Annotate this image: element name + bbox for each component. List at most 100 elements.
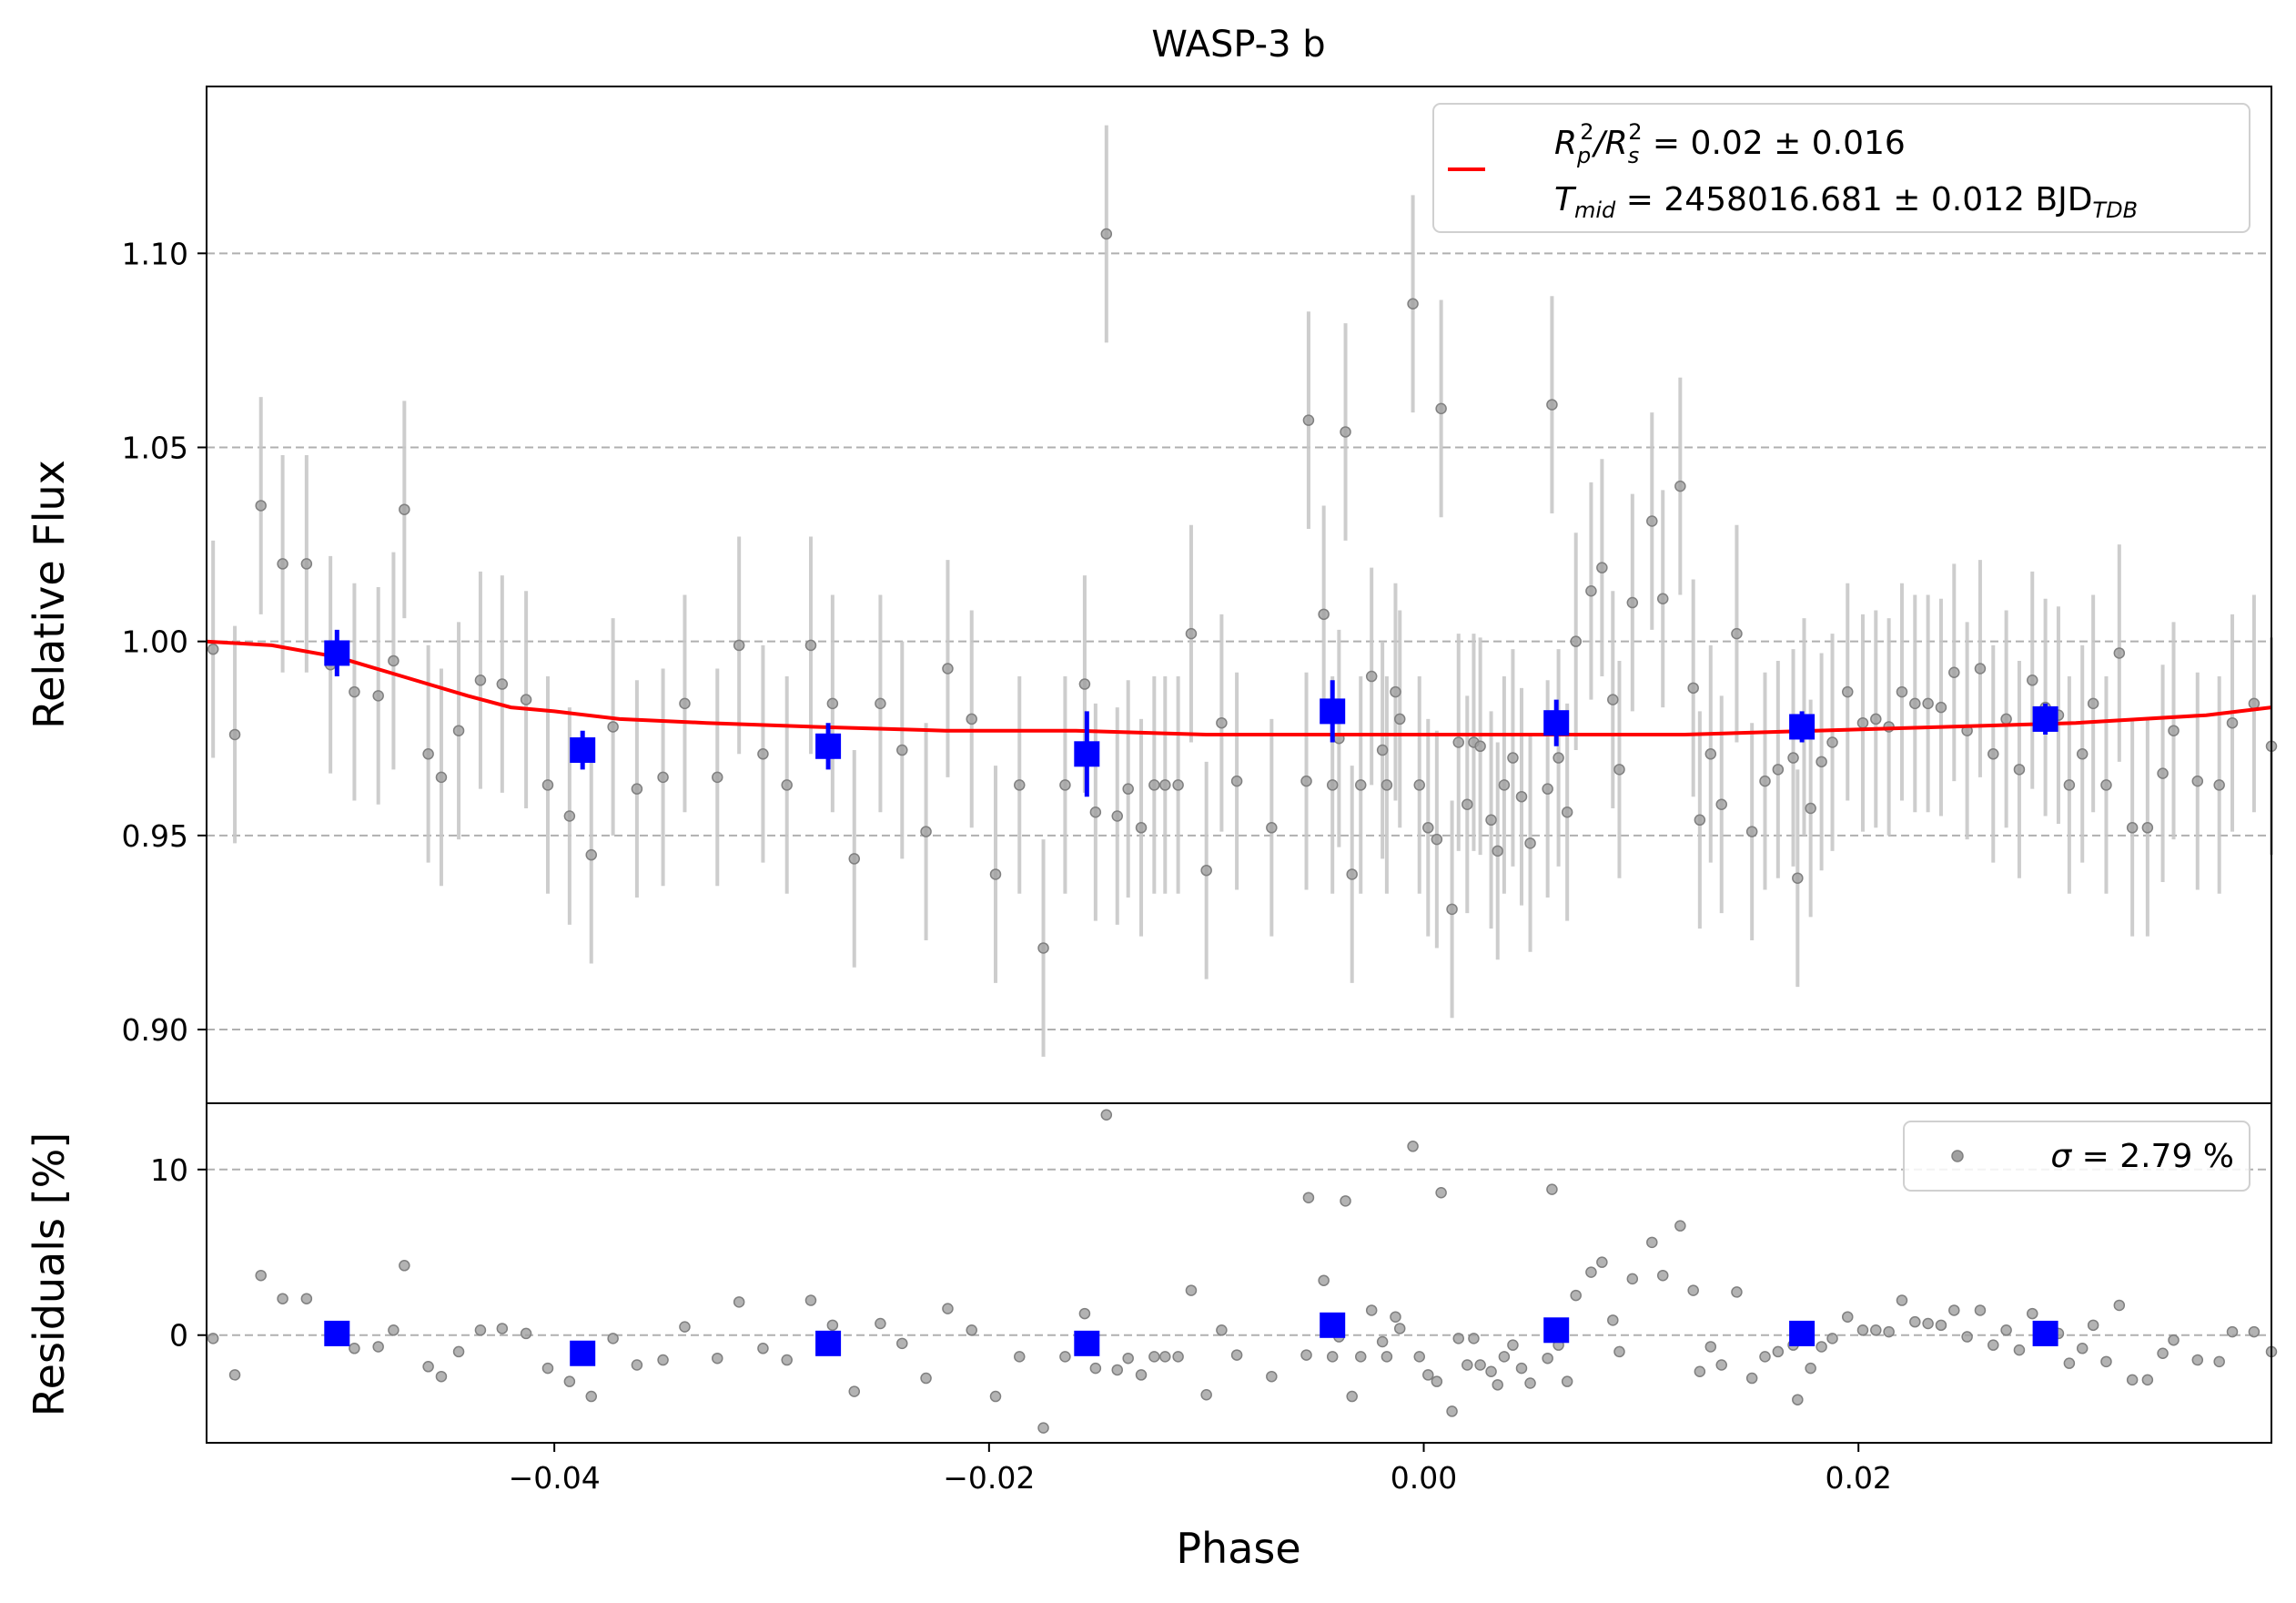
flux-point <box>422 748 434 760</box>
flux-point <box>1787 752 1799 764</box>
flux-point <box>1148 779 1160 791</box>
flux-binned-point <box>2032 705 2058 732</box>
flux-point <box>2126 822 2139 834</box>
flux-point <box>1135 822 1148 834</box>
flux-point <box>1613 764 1625 776</box>
residual-point <box>848 1385 860 1397</box>
residual-point <box>399 1260 410 1272</box>
flux-point <box>1413 779 1425 791</box>
flux-point <box>1089 806 1102 818</box>
residual-point <box>1883 1325 1895 1338</box>
residual-point <box>2013 1344 2026 1356</box>
flux-point <box>1111 810 1123 822</box>
residual-point <box>1826 1333 1838 1344</box>
residual-point <box>1961 1331 1973 1343</box>
flux-point <box>585 848 598 861</box>
residual-point <box>733 1296 745 1308</box>
residual-point <box>1909 1315 1921 1328</box>
flux-gridlines <box>207 252 2271 1030</box>
residual-point <box>757 1343 769 1354</box>
residual-point <box>1340 1195 1351 1207</box>
residual-point <box>1365 1304 1378 1316</box>
residual-point <box>2087 1319 2099 1332</box>
flux-point <box>1694 814 1706 827</box>
flux-y-ticks: 0.90 0.95 1.00 1.05 1.10 <box>122 236 207 1048</box>
flux-binned-point <box>1543 710 1570 736</box>
residual-point <box>607 1333 619 1344</box>
residual-point <box>1446 1405 1458 1417</box>
residual-point <box>875 1317 886 1330</box>
flux-point <box>1656 593 1669 605</box>
residual-point <box>1759 1351 1771 1363</box>
residual-point <box>474 1324 487 1336</box>
flux-point <box>399 503 410 515</box>
flux-point <box>2191 775 2204 787</box>
flux-point <box>207 643 219 655</box>
flux-y-tick-label: 1.00 <box>122 624 188 660</box>
residual-point <box>541 1362 554 1375</box>
flux-point <box>2168 725 2180 736</box>
residual-binned-point <box>815 1330 842 1356</box>
residual-point <box>657 1354 669 1366</box>
flux-point <box>1318 608 1330 621</box>
residual-point <box>435 1370 448 1383</box>
residual-point <box>2168 1334 2180 1346</box>
flux-point <box>1172 779 1184 791</box>
residual-point <box>1613 1345 1625 1358</box>
flux-point <box>1390 685 1401 698</box>
flux-point <box>1646 515 1658 527</box>
residual-point <box>1266 1370 1278 1383</box>
flux-point <box>1826 736 1838 748</box>
residual-point <box>207 1333 219 1344</box>
flux-point <box>1731 627 1743 640</box>
flux-point <box>474 675 487 686</box>
flux-point <box>848 853 860 865</box>
residual-point <box>1792 1394 1804 1405</box>
residual-panel: 0 10 −0.04 −0.02 0.00 0.02 Residuals [%] Pha… <box>25 1102 2278 1573</box>
flux-point <box>1772 764 1785 776</box>
phase-x-tick-label: 0.02 <box>1825 1460 1891 1496</box>
residual-legend-marker <box>1951 1150 1964 1162</box>
flux-point <box>1842 685 1854 698</box>
residual-point <box>1346 1390 1358 1403</box>
flux-point <box>1300 775 1312 787</box>
flux-point <box>1474 740 1486 753</box>
flux-point <box>1745 826 1758 837</box>
flux-point <box>2063 779 2076 791</box>
residual-point <box>1185 1284 1198 1296</box>
flux-point <box>1435 402 1447 415</box>
residual-point <box>2126 1374 2139 1386</box>
flux-point <box>1462 798 1473 810</box>
residual-point <box>349 1343 360 1354</box>
flux-point <box>1596 562 1608 573</box>
flux-point <box>1570 635 1582 647</box>
residual-point <box>1542 1352 1553 1365</box>
flux-point <box>255 500 267 512</box>
residual-point <box>1585 1266 1597 1278</box>
flux-point <box>1816 756 1827 768</box>
phase-x-ticks: −0.04 −0.02 0.00 0.02 <box>509 1443 1892 1496</box>
residual-point <box>1922 1317 1934 1330</box>
flux-point <box>1446 903 1458 916</box>
flux-point <box>1431 833 1443 846</box>
residual-y-ticks: 0 10 <box>150 1152 207 1354</box>
flux-point <box>896 744 908 756</box>
phase-x-tick-label: 0.00 <box>1391 1460 1457 1496</box>
flux-legend-box <box>1432 103 2250 233</box>
residual-point <box>1059 1351 1071 1363</box>
flux-point <box>496 678 509 690</box>
chart-title: WASP-3 b <box>1151 24 1325 66</box>
flux-point <box>563 810 576 822</box>
flux-point <box>1100 228 1113 240</box>
flux-point <box>1185 627 1198 640</box>
flux-binned-points <box>324 629 2058 797</box>
residual-point <box>966 1324 977 1336</box>
flux-point <box>372 690 384 702</box>
flux-point <box>607 721 619 733</box>
flux-point <box>2226 716 2239 729</box>
residual-point <box>1561 1375 1573 1387</box>
flux-point <box>1381 779 1393 791</box>
flux-point <box>1687 682 1699 695</box>
